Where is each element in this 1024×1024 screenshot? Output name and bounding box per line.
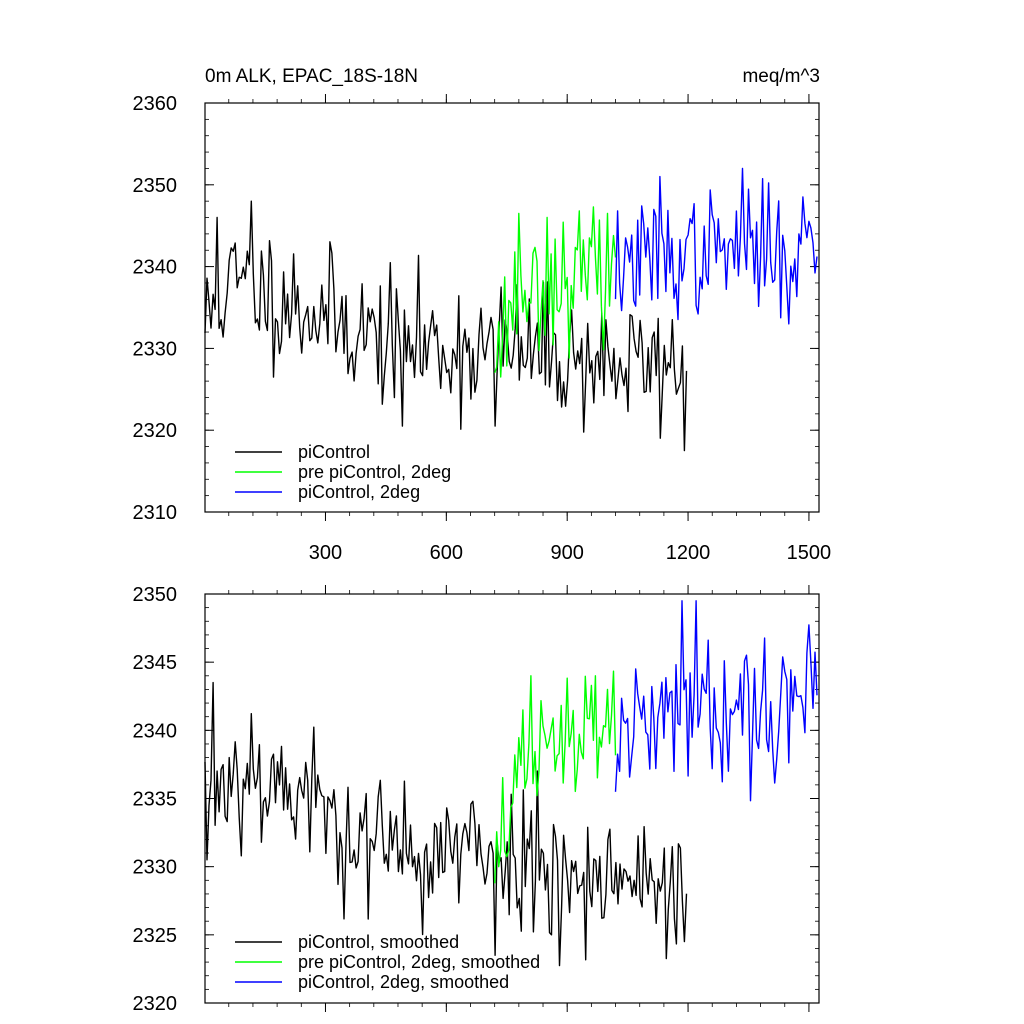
bottom-panel: 2320 2325 2330 2335 2340 2345 2350 piControl, …	[133, 584, 820, 1015]
y-tick-label: 2320	[133, 420, 178, 442]
x-tick-label: 900	[551, 542, 584, 564]
y-tick-label: 2335	[133, 789, 178, 811]
y-tick-label: 2345	[133, 652, 178, 674]
legend: piControl, smoothed pre piControl, 2deg,…	[235, 932, 540, 992]
legend-label-picontrol-2deg-smoothed: piControl, 2deg, smoothed	[298, 972, 509, 992]
series-line-picontrol-2deg	[614, 167, 818, 325]
legend: piControl pre piControl, 2deg piControl,…	[235, 442, 451, 502]
y-tick-label: 2310	[133, 502, 178, 524]
chart-title: 0m ALK, EPAC_18S-18N	[205, 66, 418, 87]
y-tick-label: 2350	[133, 584, 178, 606]
y-tick-label: 2325	[133, 925, 178, 947]
axis-ticks: 2320 2325 2330 2335 2340 2345 2350	[133, 584, 819, 1015]
legend-label-picontrol: piControl	[298, 442, 370, 462]
series-line-picontrol-smoothed	[204, 681, 688, 967]
legend-label-picontrol-smoothed: piControl, smoothed	[298, 932, 459, 952]
y-tick-label: 2330	[133, 338, 178, 360]
series-lines	[204, 167, 818, 452]
y-tick-label: 2350	[133, 175, 178, 197]
plot-frame	[204, 102, 820, 513]
x-tick-label: 1500	[787, 542, 832, 564]
y-tick-label: 2340	[133, 720, 178, 742]
series-line-picontrol-2deg-smoothed	[614, 600, 818, 802]
x-tick-label: 1200	[666, 542, 711, 564]
y-tick-label: 2360	[133, 93, 178, 115]
y-tick-label: 2340	[133, 257, 178, 279]
x-tick-label: 300	[309, 542, 342, 564]
series-line-pre-picontrol-2deg	[494, 206, 617, 378]
units-label: meq/m^3	[742, 66, 820, 87]
legend-label-picontrol-2deg: piControl, 2deg	[298, 482, 420, 502]
series-line-pre-picontrol-2deg-smoothed	[494, 670, 617, 884]
series-lines	[204, 600, 818, 967]
top-panel: 0m ALK, EPAC_18S-18N meq/m^3 2310 2320 233…	[133, 66, 832, 564]
legend-label-pre-picontrol-2deg: pre piControl, 2deg	[298, 462, 451, 482]
x-tick-label: 600	[430, 542, 463, 564]
series-line-picontrol	[204, 200, 688, 452]
axis-ticks: 2310 2320 2330 2340 2350 2360 300 600 900 1200 150…	[133, 93, 832, 564]
y-tick-label: 2320	[133, 993, 178, 1015]
legend-label-pre-picontrol-2deg-smoothed: pre piControl, 2deg, smoothed	[298, 952, 540, 972]
y-tick-label: 2330	[133, 857, 178, 879]
